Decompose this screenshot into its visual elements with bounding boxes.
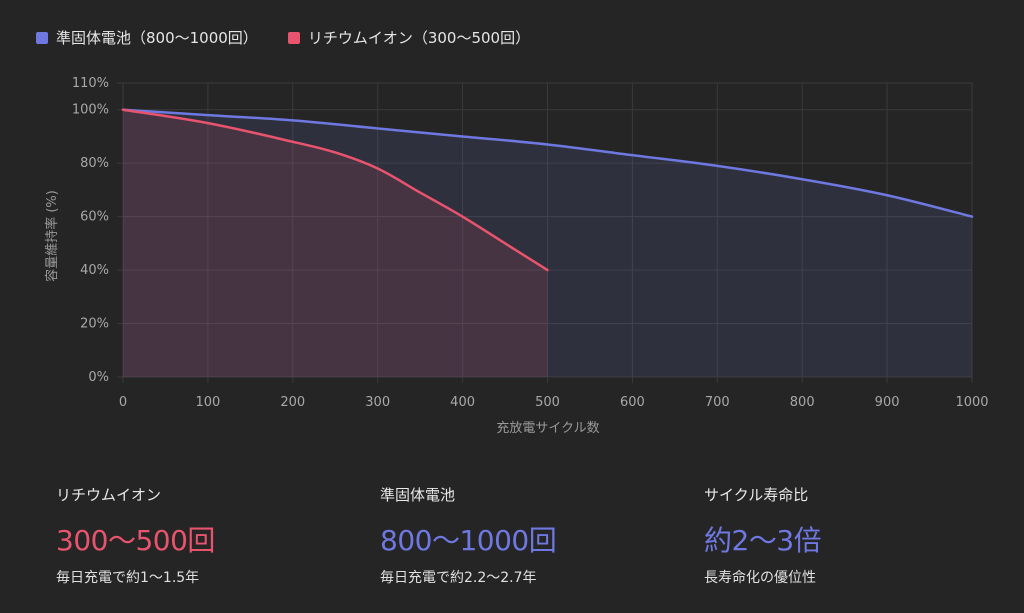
y-tick-label: 80% bbox=[80, 156, 109, 171]
stat-label: リチウムイオン bbox=[56, 486, 162, 504]
legend-swatch-solid-state bbox=[36, 31, 48, 44]
stat-value: 800〜1000回 bbox=[380, 524, 557, 557]
y-tick-label: 110% bbox=[72, 76, 109, 91]
stat-card-lithium-ion: リチウムイオン 300〜500回 毎日充電で約1〜1.5年 bbox=[56, 484, 215, 587]
chart-lines bbox=[121, 108, 974, 272]
chart-areas bbox=[123, 109, 972, 378]
legend-item-solid-state[interactable]: 準固体電池（800〜1000回） bbox=[36, 27, 258, 48]
x-tick-label: 100 bbox=[195, 395, 220, 410]
legend-item-lithium-ion[interactable]: リチウムイオン（300〜500回） bbox=[287, 27, 531, 48]
y-tick-label: 60% bbox=[80, 210, 109, 225]
stat-subtext: 毎日充電で約1〜1.5年 bbox=[56, 570, 200, 586]
capacity-retention-chart: 0% 20% 40% 60% 80% 100% 110% 0 100 200 300 400 500 6… bbox=[44, 76, 989, 436]
legend-label-solid-state: 準固体電池（800〜1000回） bbox=[56, 29, 258, 47]
x-tick-label: 500 bbox=[535, 395, 560, 410]
legend-swatch-lithium-ion bbox=[287, 31, 300, 44]
stat-subtext: 毎日充電で約2.2〜2.7年 bbox=[380, 570, 537, 586]
x-tick-label: 600 bbox=[620, 395, 645, 410]
series-line bbox=[121, 108, 549, 272]
stat-card-cycle-ratio: サイクル寿命比 約2〜3倍 長寿命化の優位性 bbox=[704, 484, 822, 587]
y-tick-label: 40% bbox=[80, 263, 109, 278]
stat-card-solid-state: 準固体電池 800〜1000回 毎日充電で約2.2〜2.7年 bbox=[380, 484, 557, 587]
stat-label: サイクル寿命比 bbox=[704, 486, 809, 504]
y-tick-label: 0% bbox=[88, 370, 109, 385]
y-tick-label: 20% bbox=[80, 317, 109, 332]
legend-label-lithium-ion: リチウムイオン（300〜500回） bbox=[307, 29, 531, 47]
x-axis-label: 充放電サイクル数 bbox=[496, 420, 599, 436]
y-axis-ticks: 0% 20% 40% 60% 80% 100% 110% bbox=[72, 76, 109, 385]
stat-value: 300〜500回 bbox=[56, 524, 215, 557]
series-area bbox=[123, 109, 548, 378]
x-tick-label: 200 bbox=[280, 395, 305, 410]
stat-subtext: 長寿命化の優位性 bbox=[704, 570, 816, 586]
x-tick-label: 400 bbox=[450, 395, 475, 410]
stat-value: 約2〜3倍 bbox=[704, 524, 822, 557]
y-tick-label: 100% bbox=[72, 103, 109, 118]
x-axis-ticks: 0 100 200 300 400 500 600 700 800 900 1000 bbox=[119, 395, 989, 410]
x-tick-label: 900 bbox=[875, 395, 900, 410]
series-area bbox=[123, 109, 972, 378]
x-tick-label: 800 bbox=[790, 395, 815, 410]
stat-label: 準固体電池 bbox=[380, 486, 456, 504]
x-tick-label: 300 bbox=[365, 395, 390, 410]
x-tick-label: 0 bbox=[119, 395, 127, 410]
x-tick-label: 700 bbox=[705, 395, 730, 410]
y-axis-label: 容量維持率 (%) bbox=[44, 190, 60, 282]
chart-legend: 準固体電池（800〜1000回） リチウムイオン（300〜500回） bbox=[36, 27, 560, 48]
x-tick-label: 1000 bbox=[955, 395, 988, 410]
series-line bbox=[121, 108, 974, 218]
